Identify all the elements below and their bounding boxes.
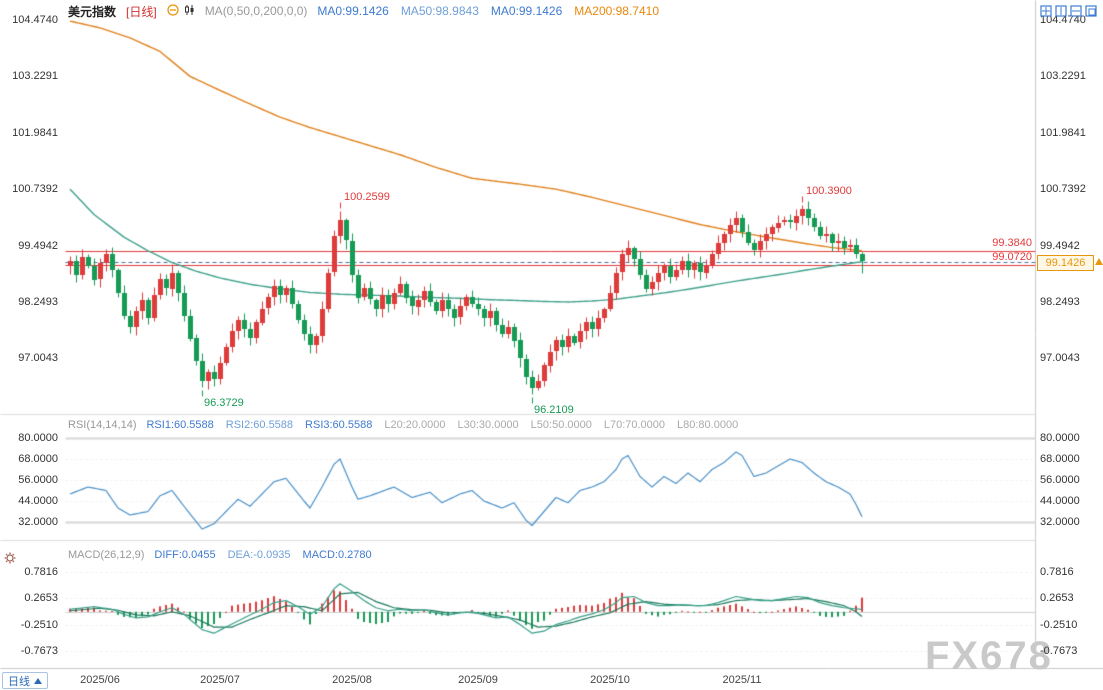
rsi-legend: RSI(14,14,14) RSI1:60.5588 RSI2:60.5588 RS…	[68, 417, 738, 433]
split-layout-icon[interactable]	[1055, 4, 1067, 17]
macd-legend: MACD(26,12,9) DIFF:0.0455 DEA:-0.0935 MACD…	[68, 547, 372, 563]
macd-value-label: MACD:0.2780	[302, 549, 372, 561]
rsi-value-label: L30:30.0000	[457, 419, 519, 431]
ma-value-label: MA0:99.1426	[490, 4, 563, 18]
grid-layout-icon[interactable]	[1040, 4, 1052, 17]
macd-legend-values: DIFF:0.0455 DEA:-0.0935 MACD:0.2780	[154, 549, 371, 561]
macd-value-label: DIFF:0.0455	[154, 549, 216, 561]
rsi-title: RSI(14,14,14)	[68, 419, 137, 431]
row-layout-icon[interactable]	[1070, 4, 1082, 17]
macd-value-label: DEA:-0.0935	[227, 549, 291, 561]
period-selector-label: 日线	[8, 675, 30, 688]
watermark: FX678	[925, 634, 1053, 678]
rsi-value-label: L20:20.0000	[384, 419, 446, 431]
rsi-value-label: RSI2:60.5588	[225, 419, 294, 431]
candlestick-style-icon[interactable]	[183, 4, 195, 19]
ma-values: MA0:99.1426 MA50:98.9843 MA0:99.1426 MA200:…	[317, 4, 659, 18]
rsi-value-label: RSI1:60.5588	[146, 419, 214, 431]
rsi-value-label: L50:50.0000	[530, 419, 592, 431]
ma-value-label: MA200:98.7410	[574, 4, 659, 18]
ma-value-label: MA0:99.1426	[317, 4, 389, 18]
ma-settings-label: MA(0,50,0,200,0,0)	[204, 4, 308, 18]
collapse-indicator-icon[interactable]	[167, 3, 179, 19]
rsi-value-label: L70:70.0000	[603, 419, 666, 431]
macd-title: MACD(26,12,9)	[68, 549, 145, 561]
rsi-value-label: RSI3:60.5588	[305, 419, 373, 431]
rsi-legend-values: RSI1:60.5588 RSI2:60.5588 RSI3:60.5588 L20:…	[146, 419, 738, 431]
last-price-axis-label: 99.1426	[1037, 255, 1094, 271]
ma-value-label: MA50:98.9843	[400, 4, 479, 18]
period-selector-button[interactable]: 日线	[2, 672, 48, 689]
layout-toolbar	[1040, 4, 1097, 17]
multi-window-icon[interactable]	[1085, 4, 1097, 17]
main-legend: 美元指数 [日线] MA(0,50,0,200,0,0) MA0:99.1426…	[68, 3, 659, 19]
indicator-settings-icon[interactable]	[4, 551, 16, 569]
last-price-arrow-icon	[1095, 258, 1103, 265]
chevron-up-icon	[34, 677, 42, 684]
symbol-name: 美元指数	[68, 4, 117, 19]
rsi-value-label: L80:80.0000	[677, 419, 739, 431]
period-tag: [日线]	[126, 4, 157, 19]
